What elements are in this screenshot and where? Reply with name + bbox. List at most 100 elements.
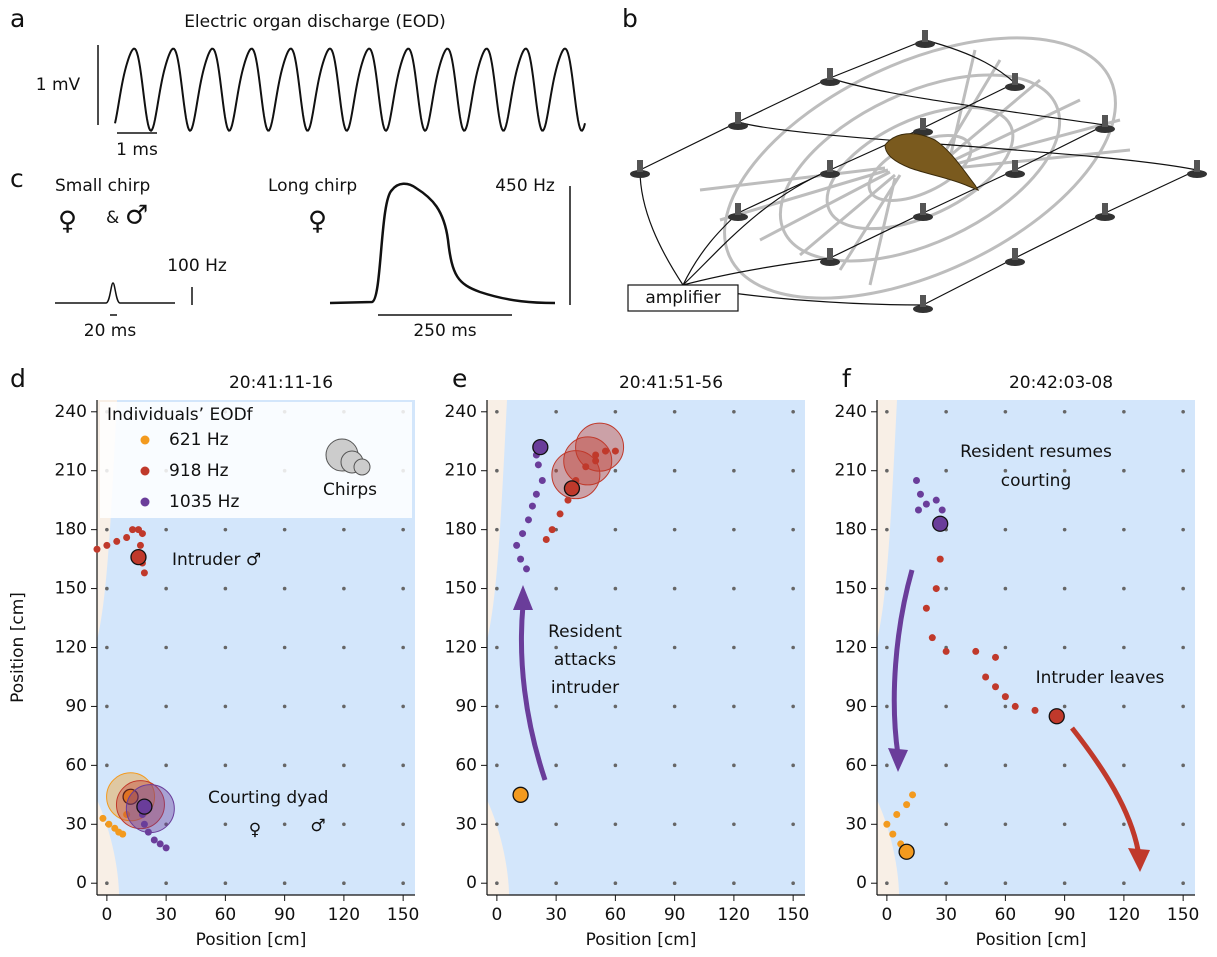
electrode-post (827, 248, 833, 260)
x-tick-label: 90 (664, 905, 686, 925)
y-tick-label: 90 (845, 696, 867, 716)
grid-dot (791, 527, 795, 532)
electrode-post (735, 203, 741, 215)
grid-dot (885, 704, 889, 709)
chirp (551, 450, 601, 500)
chart-title: 20:41:11-16 (229, 373, 333, 393)
legend-chirp (353, 458, 371, 476)
grid-dot (1181, 822, 1185, 827)
y-tick-label: 150 (835, 579, 867, 599)
trajectory-point (123, 534, 131, 541)
grid-dot (944, 468, 948, 473)
current-position (512, 786, 529, 803)
current-position (563, 480, 581, 497)
amplifier-label: amplifier (645, 288, 720, 308)
electrode-base (913, 213, 933, 221)
panel-a-title: Electric organ discharge (EOD) (184, 12, 446, 32)
trajectory-point (893, 810, 901, 818)
trajectory-point (119, 830, 127, 838)
grid-dot (282, 645, 287, 650)
trajectory-point (564, 496, 572, 504)
arrow-head (1128, 848, 1150, 872)
grid-dot (885, 586, 889, 591)
electrode-base (728, 213, 748, 221)
electrode-post (920, 295, 926, 307)
long-chirp-trace (329, 182, 556, 305)
eod-trace (114, 47, 586, 132)
trajectory-point (534, 461, 542, 469)
trajectory-point (523, 565, 531, 573)
y-tick-label: 180 (445, 520, 477, 540)
x-tick-label: 90 (274, 905, 296, 925)
trajectory-point (548, 526, 556, 534)
grid-dot (1122, 704, 1126, 709)
trajectory-point (140, 569, 148, 577)
grid-dot (1062, 527, 1067, 532)
trajectory-point (532, 490, 540, 498)
tank-edge (97, 400, 119, 895)
grid-dot (944, 586, 948, 591)
grid-dot (885, 527, 889, 532)
grid-dot (495, 409, 499, 414)
grid-dot (554, 586, 558, 591)
trajectory-point (932, 585, 940, 593)
y-tick-label: 150 (55, 579, 87, 599)
trajectory-point (150, 836, 158, 844)
grid-dot (732, 645, 736, 650)
grid-dot (613, 586, 618, 591)
y-tick-label: 60 (845, 755, 867, 775)
grid-dot (105, 763, 109, 768)
grid-dot (401, 527, 405, 532)
y-axis-label: Position [cm] (8, 592, 28, 703)
grid-dot (554, 704, 558, 709)
x-tick-label: 120 (328, 905, 360, 925)
trajectory-point (542, 535, 550, 543)
electrode-base (1005, 170, 1025, 178)
grid-dot (1003, 704, 1008, 709)
y-tick-label: 30 (845, 814, 867, 834)
electrode-post (637, 160, 643, 172)
electrode-base (1005, 83, 1025, 91)
electrode-post (920, 118, 926, 130)
grid-dot (791, 586, 795, 591)
grid-dot (495, 527, 499, 532)
grid-dot (495, 881, 499, 886)
arrow-head (513, 585, 533, 610)
grid-dot (732, 822, 736, 827)
x-tick-label: 150 (777, 905, 809, 925)
grid-dot (1122, 409, 1126, 414)
trajectory-point (928, 634, 936, 642)
grid-dot (613, 409, 618, 414)
grid-dot (1003, 645, 1008, 650)
legend-label: 1035 Hz (169, 492, 239, 512)
grid-dot (672, 409, 677, 414)
trajectory-point (883, 820, 891, 828)
grid-dot (554, 881, 558, 886)
wires (639, 39, 1198, 306)
annotation: courting (1001, 471, 1071, 491)
grid-dot (554, 645, 558, 650)
electrode-post (1194, 160, 1200, 172)
trajectory-point (914, 506, 922, 514)
trajectory-point (936, 555, 944, 563)
annotation: Courting dyad (208, 788, 328, 808)
trajectory-point (138, 530, 146, 538)
y-tick-label: 30 (455, 814, 477, 834)
grid-dot (1062, 822, 1067, 827)
electrode-base (913, 305, 933, 313)
grid-dot (1181, 586, 1185, 591)
y-tick-label: 180 (55, 520, 87, 540)
grid-dot (791, 409, 795, 414)
panel-label: f (842, 364, 852, 393)
grid-dot (1003, 527, 1008, 532)
scale-label: 1 ms (116, 140, 158, 160)
grid-dot (164, 527, 168, 532)
grid-dot (1122, 468, 1126, 473)
grid-dot (342, 881, 346, 886)
electrode-base (1005, 258, 1025, 266)
tank-edge (487, 400, 509, 895)
grid-dot (342, 527, 346, 532)
trajectory-point (972, 647, 980, 655)
grid-dot (885, 763, 889, 768)
grid-dot (944, 881, 948, 886)
